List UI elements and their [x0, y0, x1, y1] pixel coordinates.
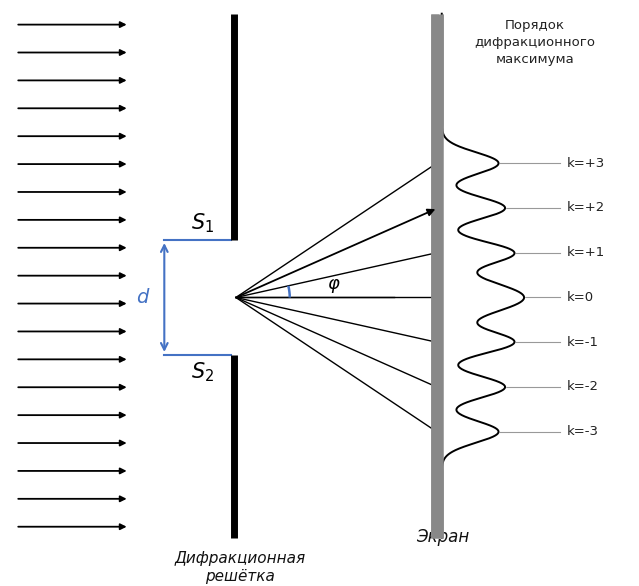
Text: k=+1: k=+1	[567, 246, 604, 259]
Text: $S_1$: $S_1$	[191, 211, 214, 235]
Text: Экран: Экран	[417, 528, 470, 546]
Text: k=-3: k=-3	[567, 425, 599, 438]
Text: k=+3: k=+3	[567, 156, 604, 170]
Text: k=-2: k=-2	[567, 380, 599, 394]
Text: k=+2: k=+2	[567, 202, 604, 214]
Text: Дифракционная
решётка: Дифракционная решётка	[174, 551, 306, 584]
Text: k=-1: k=-1	[567, 336, 599, 349]
Text: Порядок
дифракционного
максимума: Порядок дифракционного максимума	[474, 19, 596, 66]
Text: $d$: $d$	[136, 288, 150, 307]
Text: $S_2$: $S_2$	[191, 360, 214, 384]
Text: $\varphi$: $\varphi$	[327, 277, 341, 295]
Text: k=0: k=0	[567, 291, 594, 304]
